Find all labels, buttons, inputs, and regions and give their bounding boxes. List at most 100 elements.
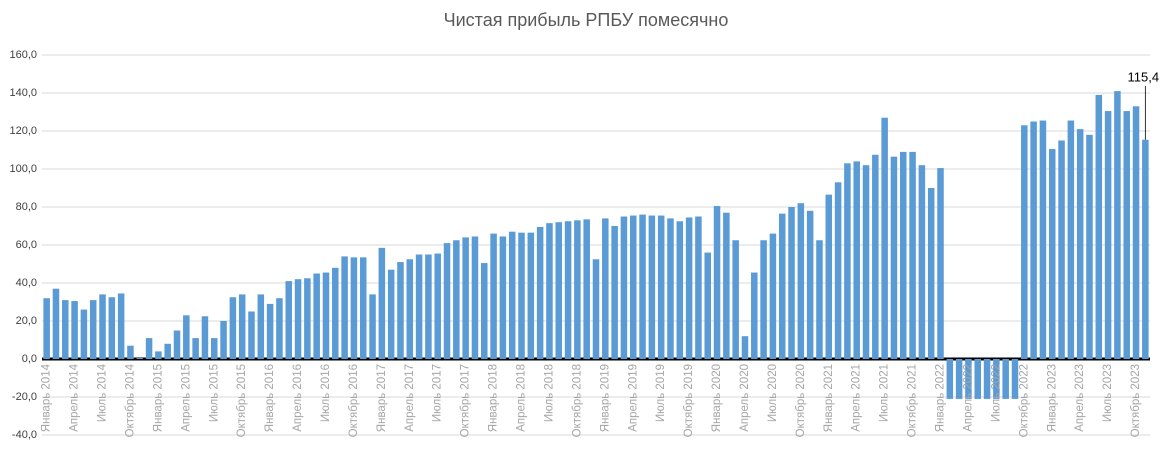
bar	[676, 221, 684, 359]
x-tick-label: Апрель 2018	[516, 364, 528, 432]
x-tick-label: Июль 2015	[208, 364, 220, 422]
bar	[294, 279, 302, 359]
bar	[927, 188, 935, 359]
bar	[983, 359, 991, 399]
bar	[527, 232, 535, 359]
x-tick-label: Январь 2014	[41, 363, 53, 432]
bar	[1039, 120, 1047, 359]
bar	[490, 233, 497, 359]
y-tick-label: 80,0	[16, 201, 37, 213]
bar	[620, 216, 628, 359]
bar	[602, 218, 609, 359]
bar	[974, 359, 982, 399]
bar	[872, 154, 879, 359]
bar	[900, 151, 907, 359]
bar	[965, 359, 972, 399]
bar	[555, 222, 563, 359]
bar	[322, 272, 330, 359]
bar	[1086, 134, 1093, 359]
y-tick-label: 100,0	[9, 163, 37, 175]
bar	[248, 311, 255, 359]
bar	[518, 232, 525, 359]
x-tick-label: Апрель 2017	[404, 364, 416, 432]
x-tick-label: Январь 2020	[711, 364, 723, 432]
bar	[853, 161, 860, 359]
x-tick-label: Июль 2017	[432, 364, 444, 422]
x-tick-label: Январь 2015	[152, 364, 164, 432]
bar	[574, 220, 581, 359]
bar	[434, 253, 441, 359]
x-tick-label: Октябрь 2014	[124, 363, 136, 437]
y-tick-label: -40,0	[12, 429, 37, 441]
bar	[387, 269, 395, 359]
bar	[611, 226, 618, 359]
bar	[695, 216, 702, 359]
x-tick-label: Октябрь 2023	[1130, 364, 1142, 437]
bar	[313, 273, 320, 359]
bar	[1011, 359, 1019, 399]
bar	[639, 214, 646, 359]
x-tick-label: Январь 2023	[1046, 364, 1058, 432]
bar	[713, 206, 721, 359]
x-tick-label: Октябрь 2015	[236, 364, 248, 437]
bar	[425, 254, 432, 359]
bar	[890, 156, 898, 359]
bar	[266, 303, 274, 359]
x-tick-label: Январь 2017	[376, 364, 388, 432]
x-tick-label: Июль 2021	[879, 364, 891, 422]
bar	[220, 321, 227, 359]
x-tick-label: Июль 2016	[320, 364, 332, 422]
bar	[583, 219, 590, 359]
x-tick-label: Октябрь 2021	[907, 364, 919, 437]
bar	[648, 215, 656, 359]
bar	[508, 231, 516, 359]
bar	[909, 151, 916, 359]
bar	[1021, 125, 1028, 359]
bar	[1095, 94, 1103, 360]
x-tick-label: Апрель 2020	[739, 364, 751, 432]
bar	[751, 272, 758, 359]
bar	[629, 215, 637, 359]
x-tick-label: Октябрь 2016	[348, 364, 360, 437]
bar	[816, 240, 823, 359]
y-tick-label: 60,0	[16, 239, 37, 251]
x-tick-label: Апрель 2014	[69, 363, 81, 431]
bar	[210, 338, 218, 359]
bar	[201, 316, 209, 359]
bar	[937, 168, 944, 359]
x-tick-label: Январь 2018	[488, 364, 500, 432]
bar	[564, 221, 572, 359]
bar	[481, 263, 488, 359]
x-tick-label: Апрель 2023	[1074, 364, 1086, 432]
bar	[1104, 111, 1112, 359]
y-tick-label: 160,0	[9, 49, 37, 61]
bar	[453, 240, 460, 359]
bar	[173, 330, 181, 359]
bar	[1067, 120, 1075, 359]
y-tick-label: 20,0	[16, 315, 37, 327]
bar	[592, 259, 600, 359]
bar	[415, 254, 423, 359]
bar	[229, 297, 237, 359]
bar	[108, 297, 116, 359]
bar	[546, 223, 553, 359]
y-tick-label: 0,0	[22, 353, 37, 365]
bar	[685, 217, 693, 359]
bar	[834, 182, 842, 359]
bar	[1058, 140, 1065, 359]
bar	[760, 240, 767, 359]
y-tick-label: 120,0	[9, 125, 37, 137]
bar	[499, 236, 507, 359]
bar	[536, 226, 544, 359]
bar	[99, 294, 106, 359]
x-tick-label: Июль 2022	[990, 364, 1002, 422]
x-tick-label: Апрель 2015	[180, 364, 192, 432]
bar	[52, 288, 60, 359]
bar	[443, 243, 451, 359]
x-tick-label: Июль 2019	[655, 364, 667, 422]
bar	[155, 351, 162, 359]
bar	[918, 165, 926, 359]
x-tick-label: Апрель 2022	[962, 364, 974, 432]
bar	[145, 338, 153, 359]
bar	[285, 281, 292, 359]
